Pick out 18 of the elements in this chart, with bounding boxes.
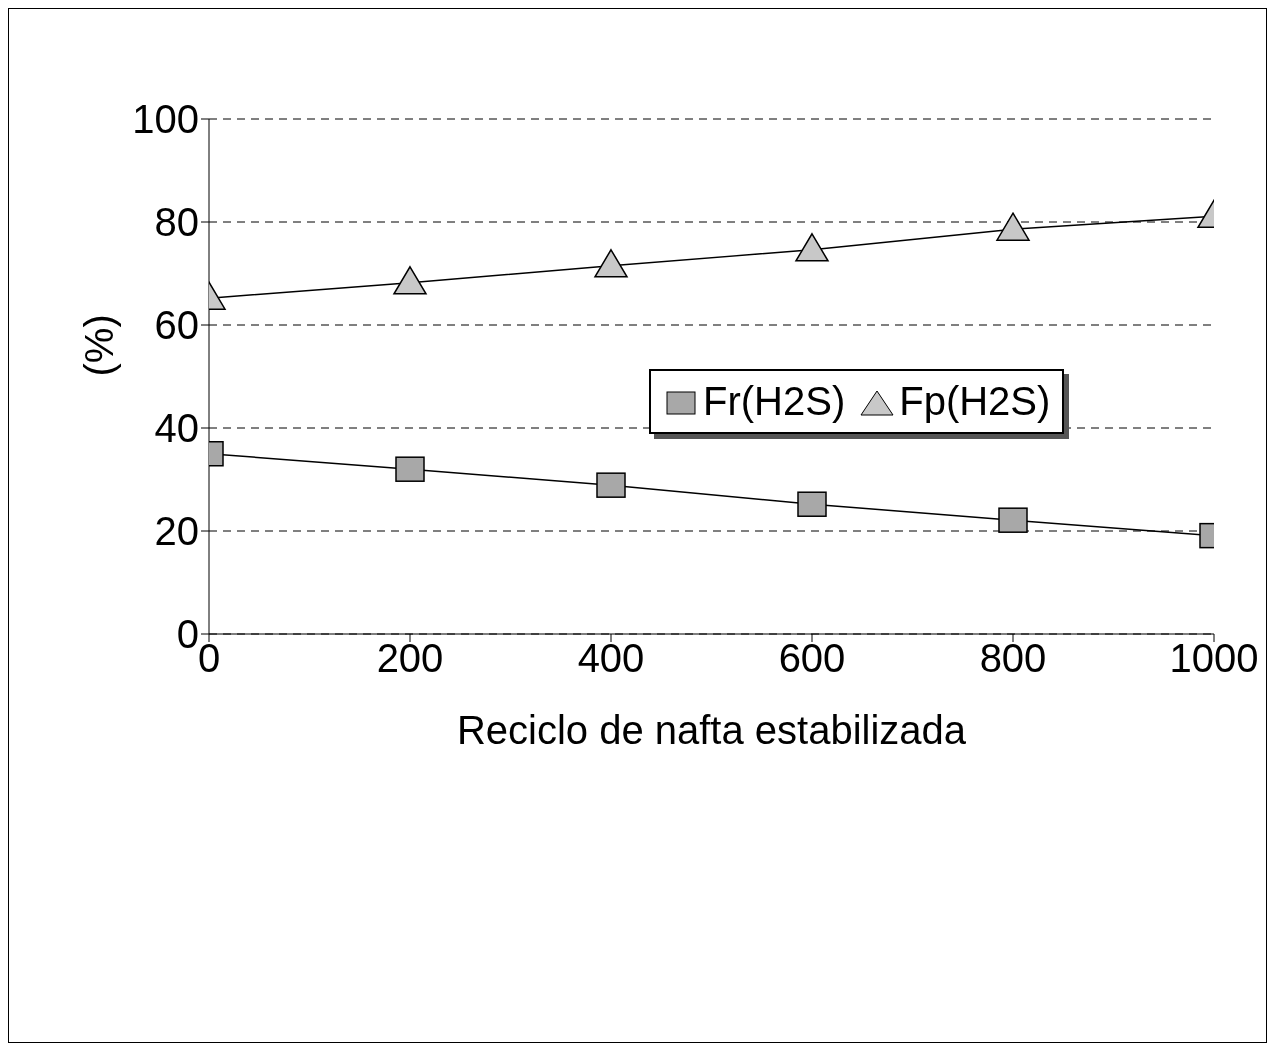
point: [596, 472, 626, 498]
point: [594, 249, 628, 278]
y-tick-label: 80: [154, 200, 199, 245]
x-tick-label: 400: [577, 636, 645, 681]
x-tick-label: 600: [778, 636, 846, 681]
x-tick-label: 1000: [1169, 636, 1259, 681]
legend-label: Fp(H2S): [898, 379, 1051, 424]
x-axis-title: Reciclo de nafta estabilizada: [456, 708, 967, 752]
y-tick-label: 40: [154, 406, 199, 451]
y-tick-label: 100: [132, 97, 199, 142]
x-tick-label: 800: [979, 636, 1047, 681]
y-tick-label: 20: [154, 509, 199, 554]
point: [797, 491, 827, 517]
y-tick-label: 60: [154, 303, 199, 348]
point: [795, 233, 829, 262]
legend-label: Fr(H2S): [702, 379, 846, 424]
x-tick-label: 200: [376, 636, 444, 681]
y-axis-title: (%): [77, 314, 122, 377]
